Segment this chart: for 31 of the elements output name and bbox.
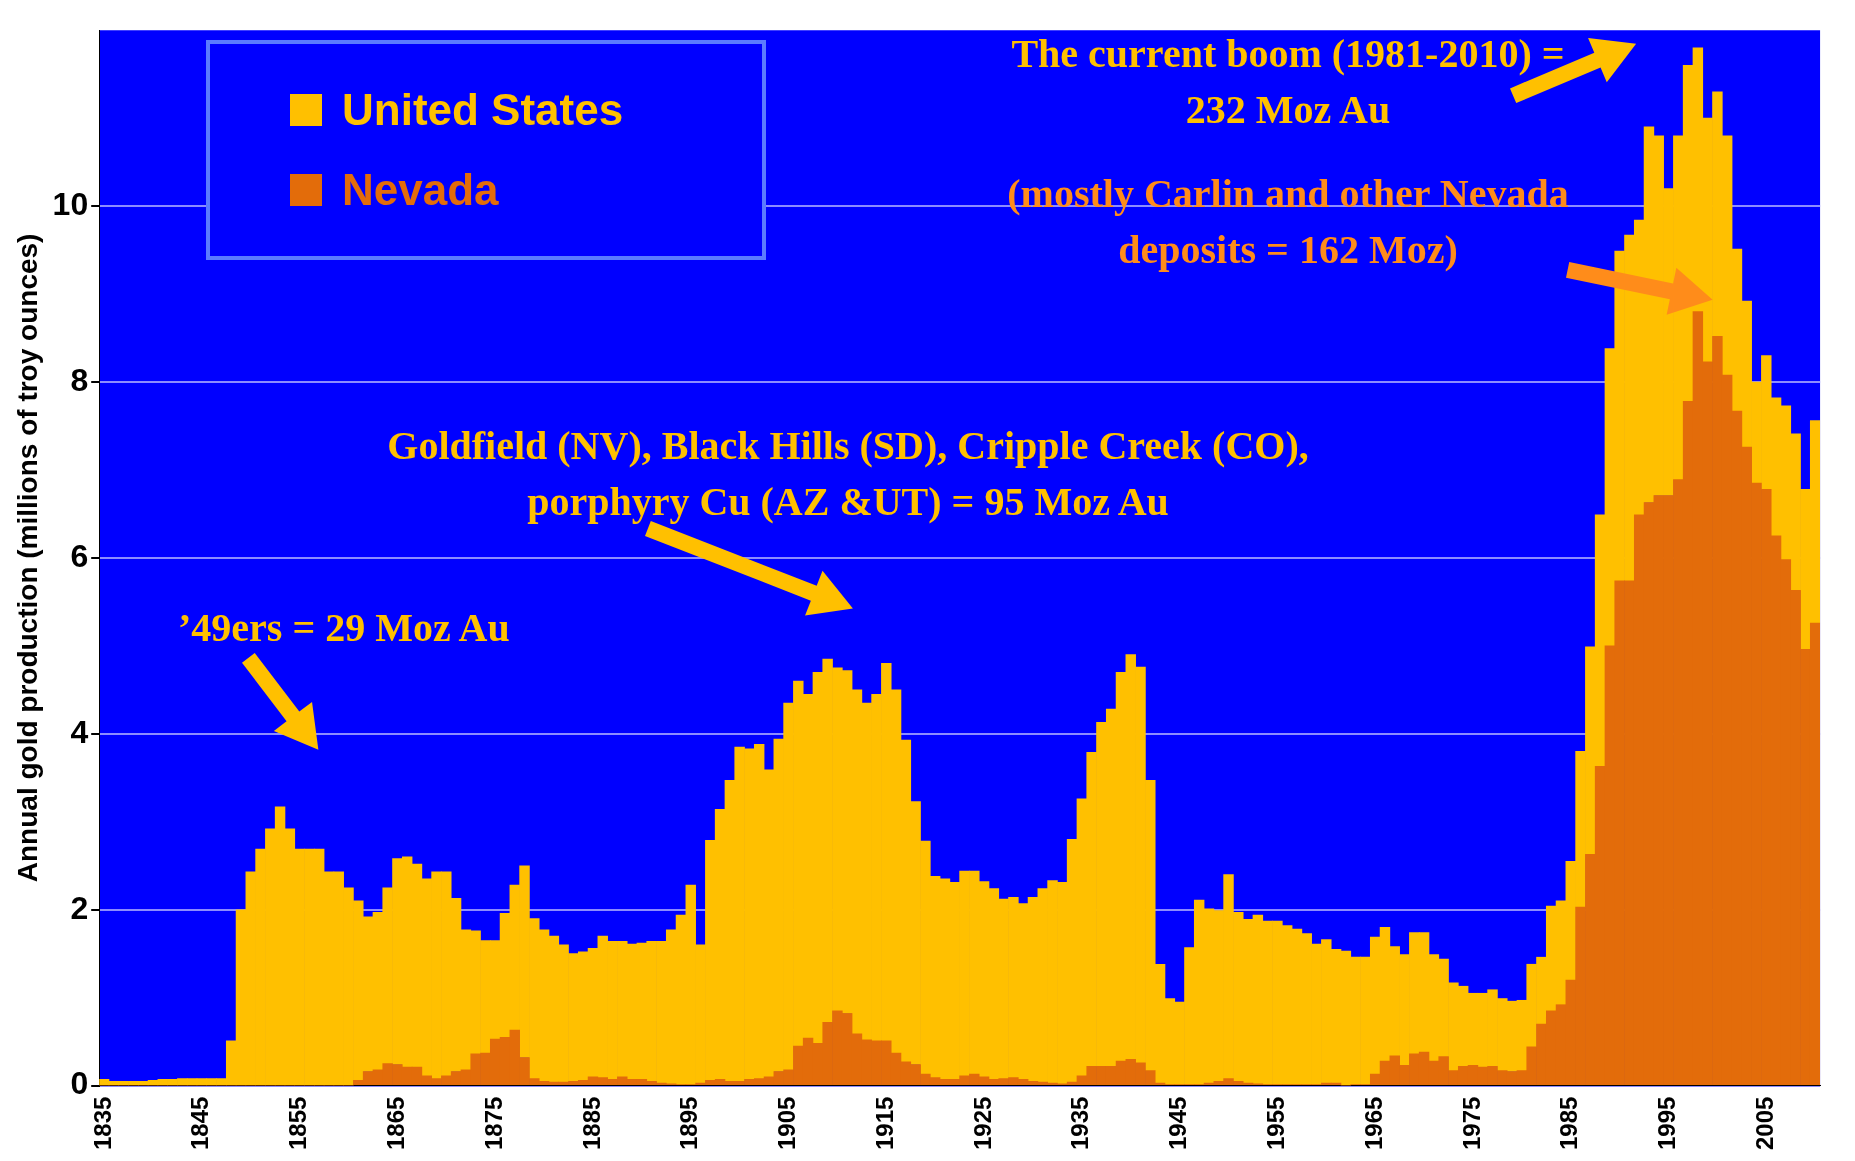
x-tick-label: 1885 xyxy=(577,1096,605,1150)
y-axis-title: Annual gold production (millions of troy ounces) xyxy=(11,233,43,883)
y-tick-label: 0 xyxy=(70,1065,89,1102)
x-tick-label: 1905 xyxy=(773,1096,801,1150)
x-tick-label: 1935 xyxy=(1066,1096,1094,1150)
x-tick-label: 1895 xyxy=(675,1096,703,1150)
y-tick-label: 6 xyxy=(70,537,89,574)
x-tick-label: 1955 xyxy=(1262,1096,1290,1150)
x-tick-label: 1975 xyxy=(1457,1096,1485,1150)
x-tick-label: 1965 xyxy=(1359,1096,1387,1150)
y-tick-label: 2 xyxy=(70,889,89,926)
legend-label: United States xyxy=(342,85,624,135)
annotation: (mostly Carlin and other Nevada deposits = 162 Moz) xyxy=(1006,170,1570,274)
annotation: Goldfield (NV), Black Hills (SD), Cripple Creek (CO), porphyry Cu (AZ &UT) = 95 Moz Au xyxy=(386,422,1310,526)
x-tick-label: 1865 xyxy=(382,1096,410,1150)
annotation: The current boom (1981-2010) = 232 Moz Au xyxy=(1010,30,1566,134)
x-tick-label: 1945 xyxy=(1164,1096,1192,1150)
x-tick-label: 1915 xyxy=(870,1096,898,1150)
legend-label: Nevada xyxy=(342,165,499,215)
x-tick-label: 1875 xyxy=(479,1096,507,1150)
x-tick-label: 1855 xyxy=(284,1096,312,1150)
annotation: ’49ers = 29 Moz Au xyxy=(178,604,511,652)
x-tick-label: 2005 xyxy=(1750,1096,1778,1150)
y-tick-label: 8 xyxy=(70,361,89,398)
x-tick-label: 1985 xyxy=(1555,1096,1583,1150)
x-tick-label: 1925 xyxy=(968,1096,996,1150)
x-tick-label: 1845 xyxy=(186,1096,214,1150)
x-tick-label: 1835 xyxy=(88,1096,116,1150)
y-tick-label: 10 xyxy=(52,185,89,222)
y-tick-label: 4 xyxy=(70,713,89,750)
x-tick-label: 1995 xyxy=(1653,1096,1681,1150)
